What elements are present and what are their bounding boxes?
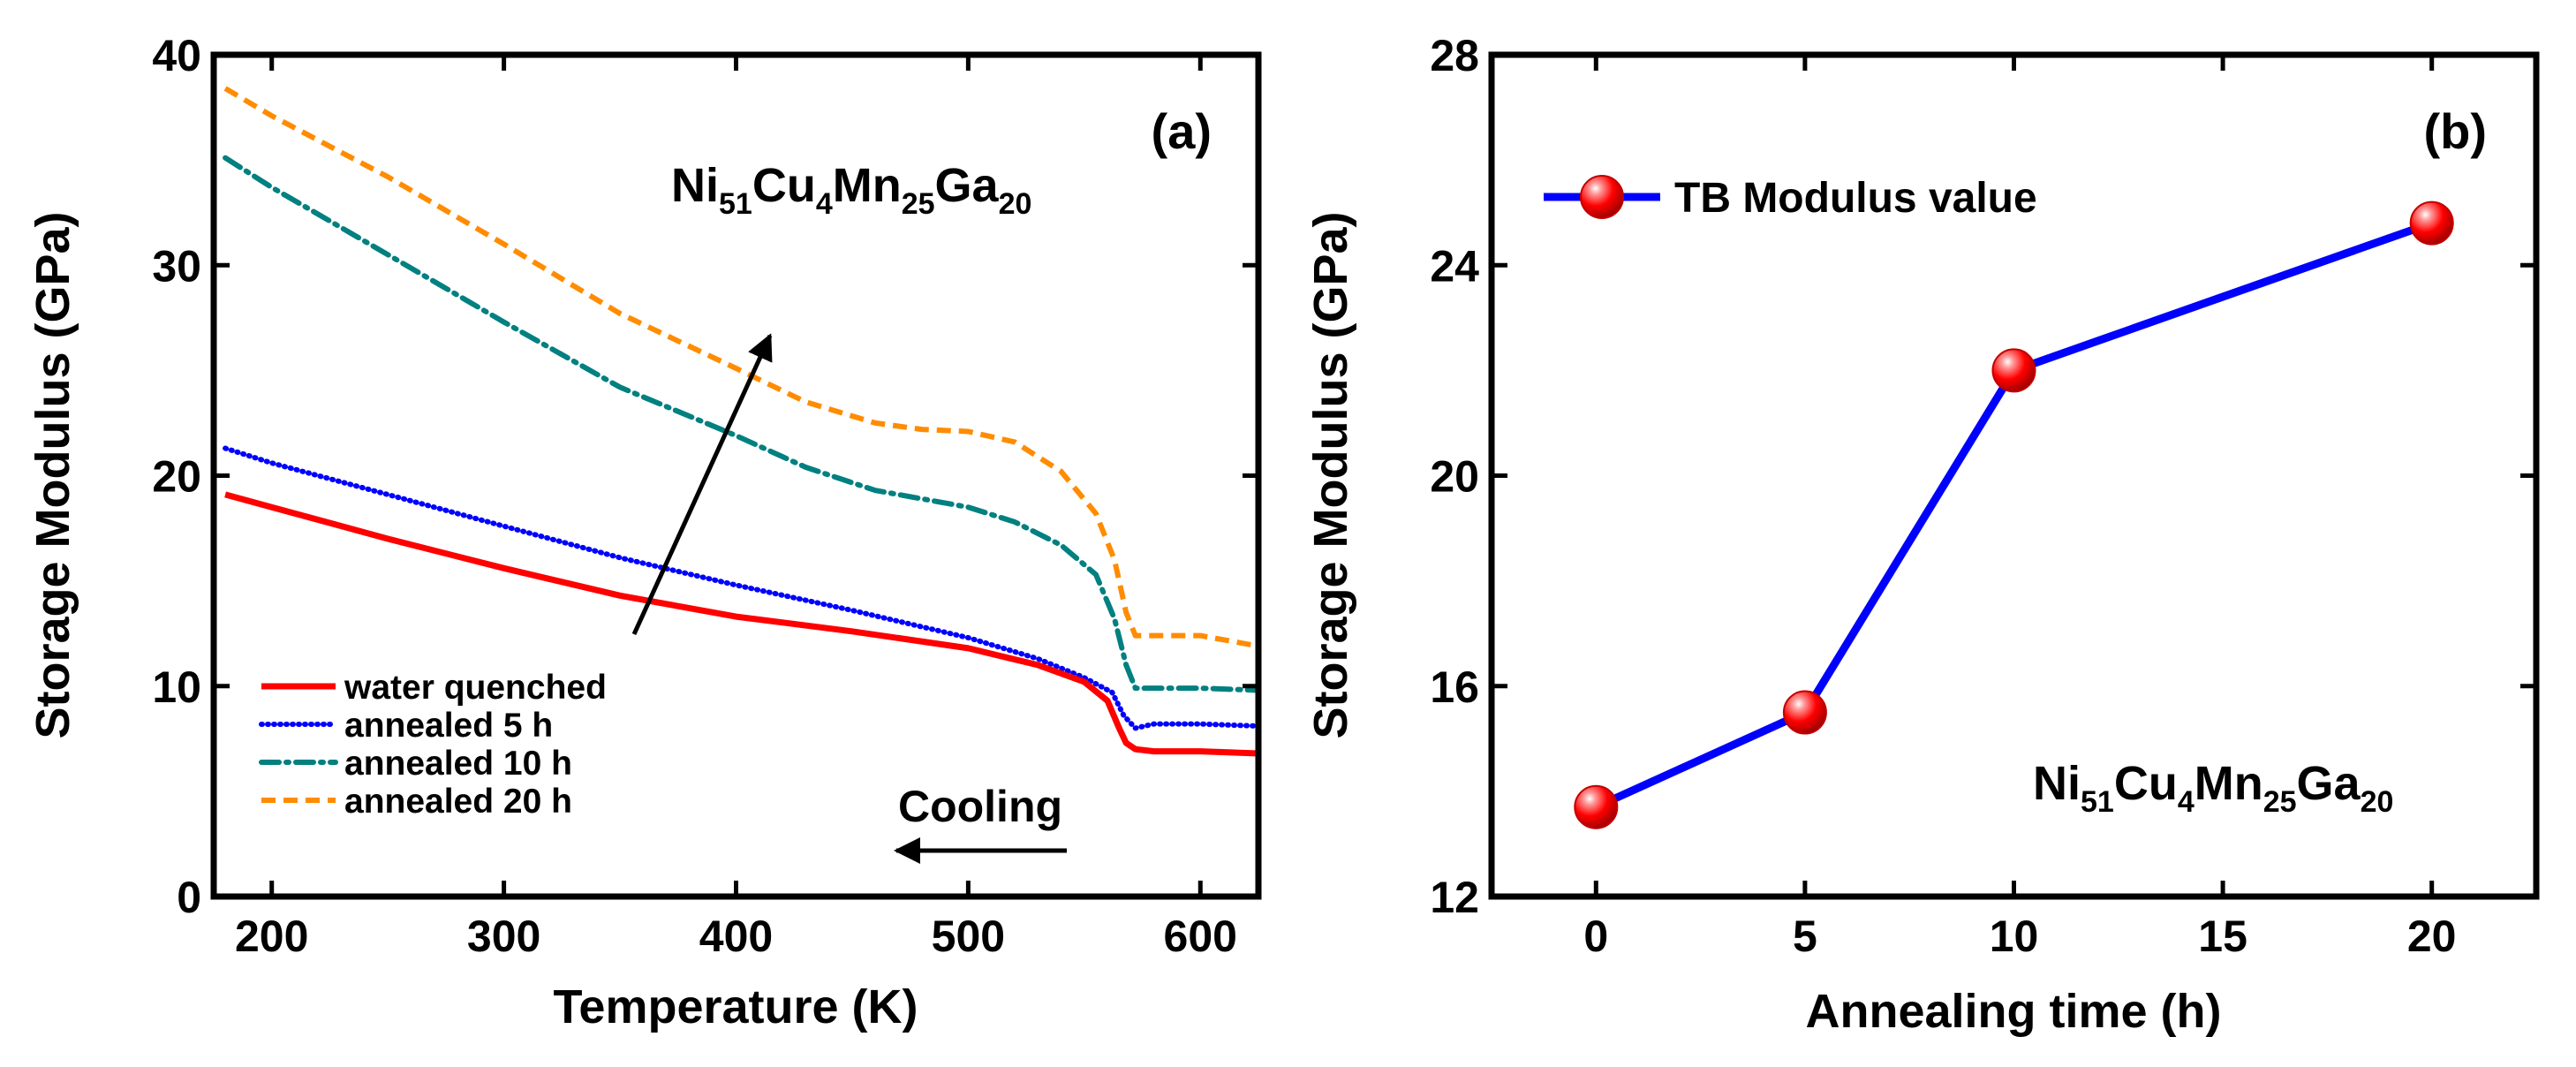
panel-b-xtick-label: 15 — [2198, 912, 2247, 961]
panel-b-xlabel: Annealing time (h) — [1806, 985, 2222, 1038]
cooling-label: Cooling — [898, 782, 1062, 831]
index-3: 25 — [2263, 785, 2297, 819]
index-4: 20 — [999, 187, 1032, 221]
panel-a-ytick-label: 0 — [177, 873, 201, 922]
index-1: 51 — [2081, 785, 2114, 819]
panel-b-series — [1574, 201, 2454, 829]
panel-b-xtick-label: 5 — [1793, 912, 1817, 961]
panel-a-series — [223, 86, 1261, 757]
panel-b-ytick-label: 12 — [1430, 873, 1479, 922]
panel-b-ylabel: Storage Modulus (GPa) — [1304, 211, 1357, 738]
tb-modulus-line — [1594, 219, 2434, 811]
panel-a: 200 300 400 500 600 0 10 20 30 40 Temperature (K)… — [26, 31, 1262, 1033]
panel-a-xtick-label: 600 — [1164, 912, 1237, 961]
panel-b-ticks — [1492, 52, 2536, 899]
panel-b: 0 5 10 15 20 12 16 20 24 28 Annealing time (h) St… — [1304, 31, 2540, 1038]
legend-label: TB Modulus value — [1674, 175, 2037, 222]
panel-a-ytick-label: 40 — [152, 31, 201, 80]
panel-a-ytick-label: 30 — [152, 241, 201, 291]
data-point-marker — [1782, 690, 1827, 735]
legend-label: annealed 5 h — [344, 707, 553, 745]
panel-a-ytick-label: 10 — [152, 662, 201, 712]
element-4: Ga — [2297, 757, 2361, 810]
element-1: Ni — [671, 159, 719, 212]
element-2: Cu — [752, 159, 816, 212]
panel-b-composition: Ni51Cu4Mn25Ga20 — [2033, 757, 2393, 819]
element-1: Ni — [2033, 757, 2081, 810]
panel-b-tick-labels: 0 5 10 15 20 12 16 20 24 28 — [1430, 31, 2456, 961]
series-line-annealed-5-h — [223, 445, 1261, 731]
index-1: 51 — [719, 187, 752, 221]
panel-a-ytick-label: 20 — [152, 452, 201, 502]
panel-a-xlabel: Temperature (K) — [553, 980, 918, 1033]
panel-b-xtick-label: 20 — [2407, 912, 2457, 961]
panel-a-composition: Ni51Cu4Mn25Ga20 — [671, 159, 1031, 221]
legend-label: water quenched — [344, 669, 607, 707]
index-2: 4 — [816, 187, 833, 221]
panel-b-xtick-label: 10 — [1990, 912, 2039, 961]
element-4: Ga — [935, 159, 1000, 212]
data-point-marker — [1991, 348, 2036, 393]
element-3: Mn — [2195, 757, 2263, 810]
panel-b-xtick-label: 0 — [1583, 912, 1608, 961]
series-line-annealed-20-h — [223, 86, 1259, 649]
panel-a-tick-labels: 200 300 400 500 600 0 10 20 30 40 — [152, 31, 1237, 961]
legend-label: annealed 20 h — [344, 783, 572, 821]
panel-b-ytick-label: 20 — [1430, 452, 1479, 502]
series-line-water-quenched — [224, 491, 1259, 757]
data-point-marker — [1574, 784, 1619, 829]
index-4: 20 — [2361, 785, 2394, 819]
index-3: 25 — [902, 187, 935, 221]
series-line-annealed-10-h — [223, 155, 1261, 693]
panel-b-label: (b) — [2423, 103, 2487, 159]
panel-b-ytick-label: 16 — [1430, 662, 1479, 712]
data-point-marker — [2409, 201, 2454, 246]
panel-a-ylabel: Storage Modulus (GPa) — [26, 211, 79, 738]
panel-a-xtick-label: 500 — [932, 912, 1005, 961]
legend-swatch-marker — [1580, 175, 1624, 219]
panel-a-xtick-label: 200 — [235, 912, 308, 961]
index-2: 4 — [2178, 785, 2195, 819]
element-3: Mn — [833, 159, 902, 212]
trend-arrow — [631, 333, 773, 636]
panel-a-xtick-label: 400 — [699, 912, 773, 961]
element-2: Cu — [2114, 757, 2178, 810]
panel-a-label: (a) — [1152, 103, 1212, 159]
panel-b-legend: TB Modulus value — [1544, 175, 2037, 222]
panel-a-xtick-label: 300 — [467, 912, 540, 961]
panel-b-ytick-label: 28 — [1430, 31, 1479, 80]
legend-label: annealed 10 h — [344, 745, 572, 783]
panel-b-ytick-label: 24 — [1430, 241, 1479, 291]
panel-a-ticks — [214, 52, 1258, 899]
